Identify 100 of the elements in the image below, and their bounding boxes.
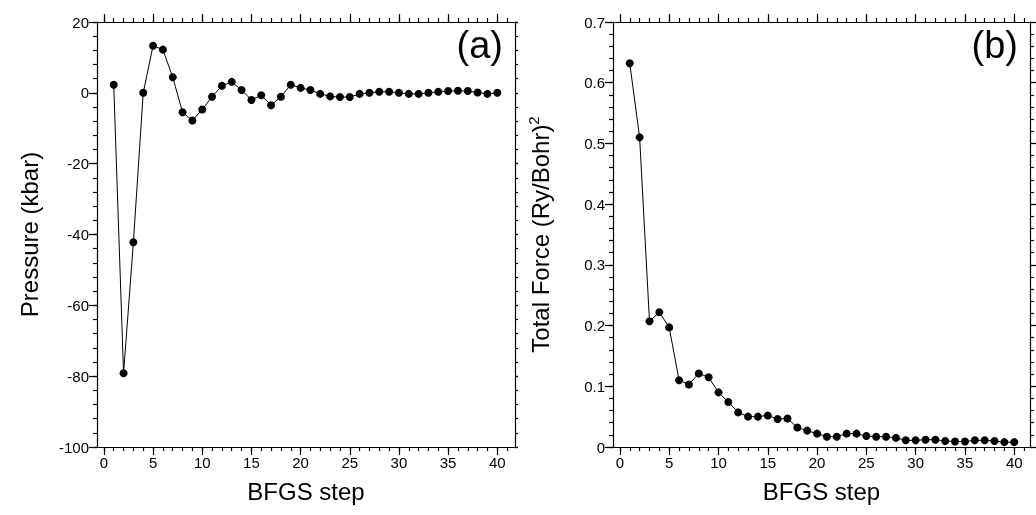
point (453, 86, 462, 95)
point (1000, 438, 1009, 447)
point (335, 93, 344, 102)
point (793, 423, 802, 432)
point (149, 41, 158, 50)
point (414, 89, 423, 98)
point (862, 432, 871, 441)
point (394, 88, 403, 97)
point (822, 432, 831, 441)
point (941, 436, 950, 445)
point (645, 317, 654, 326)
x-tick-label: 10 (710, 454, 727, 471)
point (168, 73, 177, 82)
point (208, 92, 217, 101)
point (684, 380, 693, 389)
point (139, 88, 148, 97)
point (375, 87, 384, 96)
point (714, 388, 723, 397)
point (267, 101, 276, 110)
point (675, 376, 684, 385)
point (921, 435, 930, 444)
x-tick-label: 30 (390, 454, 408, 471)
point (473, 88, 482, 97)
y-tick-label: 0.7 (584, 13, 605, 31)
point (404, 89, 413, 98)
point (842, 429, 851, 438)
point (188, 116, 197, 125)
point (296, 83, 305, 92)
point (724, 398, 733, 407)
x-tick-label: 35 (439, 454, 457, 471)
point (385, 87, 394, 96)
x-tick-label: 15 (243, 454, 260, 471)
point (237, 86, 246, 94)
x-tick-label: 0 (99, 454, 109, 471)
point (744, 412, 753, 421)
x-tick-label: 35 (956, 454, 974, 471)
point (852, 429, 861, 438)
point (365, 88, 374, 97)
annotation: (b) (971, 24, 1019, 66)
point (306, 86, 315, 94)
y-tick-label: 0 (596, 438, 605, 456)
y-tick-label: -20 (67, 155, 89, 173)
point (783, 414, 792, 423)
point (704, 373, 713, 382)
point (951, 437, 960, 446)
point (276, 92, 285, 101)
y-axis-title: Total Force (Ry/Bohr)2 (525, 116, 554, 353)
point (753, 412, 762, 421)
x-tick-label: 40 (1005, 454, 1023, 471)
point (773, 415, 782, 424)
y-tick-label: 20 (72, 13, 89, 31)
x-tick-label: 5 (665, 454, 674, 471)
point (990, 436, 999, 445)
point (1010, 438, 1019, 447)
point (158, 45, 167, 54)
point (355, 89, 364, 98)
point (483, 89, 492, 98)
point (763, 411, 772, 420)
point (882, 432, 891, 441)
point (960, 437, 969, 446)
y-tick-label: 0.6 (584, 74, 605, 92)
y-tick-label: -100 (58, 438, 89, 456)
x-tick-label: 15 (759, 454, 777, 471)
x-tick-label: 30 (907, 454, 924, 471)
y-tick-label: 0.3 (584, 256, 605, 274)
x-tick-label: 40 (488, 454, 506, 471)
annotation: (a) (456, 24, 504, 66)
point (129, 238, 138, 247)
point (227, 77, 236, 86)
point (286, 80, 295, 89)
point (434, 87, 443, 96)
y-tick-label: -40 (67, 226, 89, 243)
point (931, 435, 940, 444)
point (872, 432, 881, 441)
point (901, 436, 910, 445)
point (345, 93, 354, 102)
point (694, 369, 703, 378)
point (625, 59, 634, 68)
point (493, 88, 502, 97)
point (911, 436, 920, 445)
x-tick-label: 20 (808, 454, 826, 471)
y-tick-label: 0.2 (584, 317, 605, 335)
point (980, 436, 989, 445)
point (316, 89, 325, 98)
point (444, 87, 453, 96)
point (832, 432, 841, 441)
y-tick-label: 0.1 (584, 377, 605, 395)
x-axis-title: BFGS step (247, 477, 365, 505)
y-tick-label: -80 (67, 367, 89, 385)
x-tick-label: 5 (148, 454, 158, 471)
point (635, 133, 644, 142)
y-axis-title: Pressure (kbar) (15, 151, 43, 318)
x-tick-label: 10 (193, 454, 211, 471)
y-tick-label: 0 (80, 84, 89, 102)
x-axis-title: BFGS step (762, 477, 881, 505)
point (247, 95, 256, 104)
point (217, 81, 226, 90)
x-tick-label: 20 (292, 454, 309, 471)
point (326, 92, 335, 101)
point (655, 308, 664, 317)
